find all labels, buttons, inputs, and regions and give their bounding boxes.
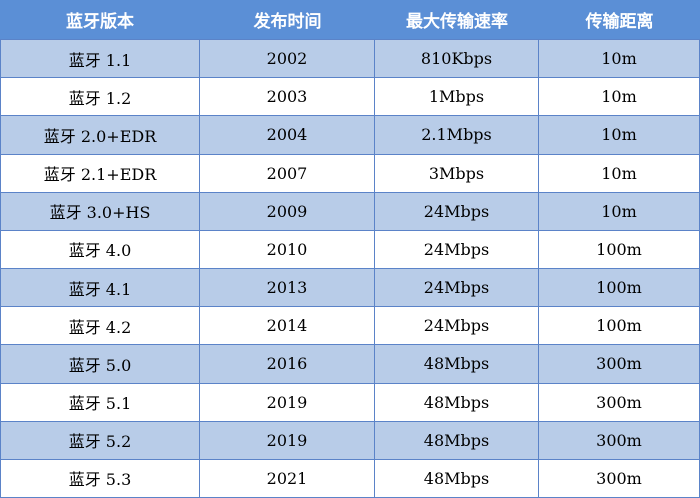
range-cell: 100m [539,307,700,346]
year-cell: 2019 [200,421,375,460]
range-cell: 10m [539,78,700,117]
range-cell: 100m [539,269,700,308]
range-cell: 300m [539,421,700,460]
year-cell: 2019 [200,383,375,422]
rate-cell: 48Mbps [375,459,539,498]
range-cell: 300m [539,345,700,384]
range-cell: 100m [539,230,700,269]
year-cell: 2010 [200,230,375,269]
rate-cell: 1Mbps [375,78,539,117]
header-range: 传输距离 [539,0,700,40]
version-cell: 蓝牙 4.1 [0,269,200,308]
rate-cell: 2.1Mbps [375,116,539,155]
rate-cell: 48Mbps [375,383,539,422]
range-cell: 10m [539,40,700,79]
year-cell: 2004 [200,116,375,155]
version-cell: 蓝牙 5.1 [0,383,200,422]
year-cell: 2016 [200,345,375,384]
rate-cell: 810Kbps [375,40,539,79]
header-max-rate: 最大传输速率 [375,0,539,40]
version-cell: 蓝牙 4.2 [0,307,200,346]
rate-cell: 24Mbps [375,307,539,346]
year-cell: 2002 [200,40,375,79]
version-cell: 蓝牙 3.0+HS [0,192,200,231]
rate-cell: 24Mbps [375,269,539,308]
range-cell: 300m [539,383,700,422]
year-cell: 2014 [200,307,375,346]
version-cell: 蓝牙 4.0 [0,230,200,269]
range-cell: 10m [539,154,700,193]
header-version: 蓝牙版本 [0,0,200,40]
year-cell: 2021 [200,459,375,498]
rate-cell: 48Mbps [375,345,539,384]
rate-cell: 24Mbps [375,192,539,231]
rate-cell: 24Mbps [375,230,539,269]
version-cell: 蓝牙 2.0+EDR [0,116,200,155]
year-cell: 2007 [200,154,375,193]
version-cell: 蓝牙 5.0 [0,345,200,384]
range-cell: 10m [539,192,700,231]
range-cell: 300m [539,459,700,498]
version-cell: 蓝牙 5.2 [0,421,200,460]
version-cell: 蓝牙 5.3 [0,459,200,498]
rate-cell: 48Mbps [375,421,539,460]
rate-cell: 3Mbps [375,154,539,193]
year-cell: 2003 [200,78,375,117]
version-cell: 蓝牙 2.1+EDR [0,154,200,193]
range-cell: 10m [539,116,700,155]
header-release-year: 发布时间 [200,0,375,40]
year-cell: 2013 [200,269,375,308]
year-cell: 2009 [200,192,375,231]
version-cell: 蓝牙 1.2 [0,78,200,117]
version-cell: 蓝牙 1.1 [0,40,200,79]
